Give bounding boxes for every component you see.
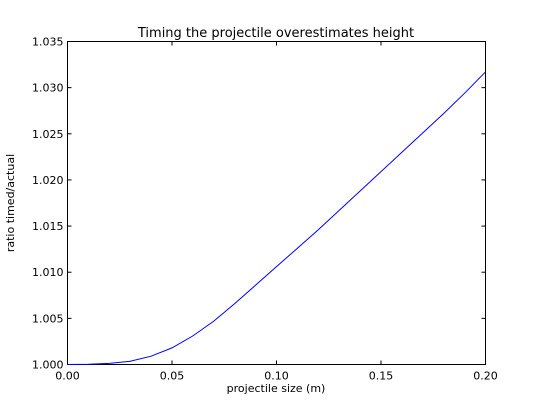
y-tick-label: 1.020 — [32, 174, 64, 187]
y-axis-label: ratio timed/actual — [4, 154, 17, 252]
x-tick-label: 0.10 — [264, 370, 289, 383]
y-tick-label: 1.010 — [32, 266, 64, 279]
y-tick-label: 1.025 — [32, 128, 64, 141]
series-line — [67, 71, 486, 365]
chart-title: Timing the projectile overestimates heig… — [137, 26, 414, 41]
x-axis-label: projectile size (m) — [227, 382, 326, 395]
x-tick-label: 0.00 — [55, 370, 80, 383]
y-axis: 1.000 1.005 1.010 1.015 1.020 1.025 1.030 1.035 — [32, 36, 486, 372]
y-tick-label: 1.015 — [32, 220, 64, 233]
x-tick-label: 0.05 — [160, 370, 185, 383]
x-axis: 0.00 0.05 0.10 0.15 0.20 — [55, 41, 498, 383]
plot-frame — [67, 41, 486, 365]
x-tick-label: 0.20 — [473, 370, 498, 383]
y-tick-label: 1.035 — [32, 36, 64, 49]
y-tick-label: 1.030 — [32, 82, 64, 95]
y-tick-label: 1.000 — [32, 359, 64, 372]
x-tick-label: 0.15 — [369, 370, 394, 383]
y-tick-label: 1.005 — [32, 312, 64, 325]
